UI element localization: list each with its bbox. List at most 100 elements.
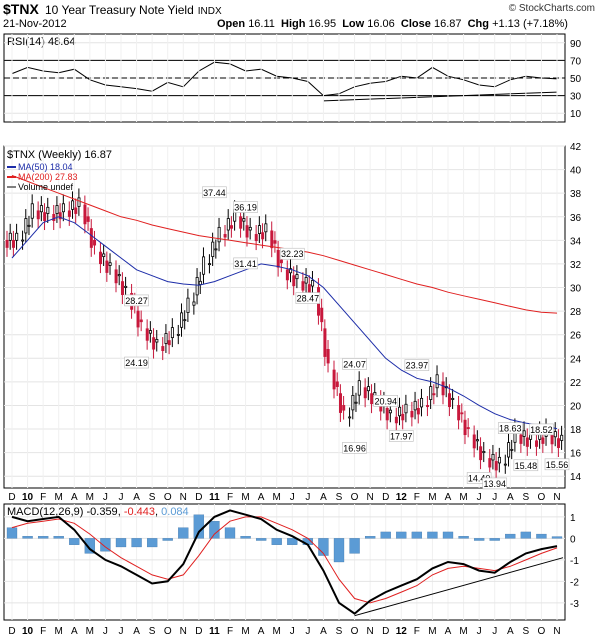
candle-body (304, 277, 308, 284)
price-tick-label: 36 (570, 213, 582, 224)
candle-body (183, 319, 187, 322)
price-annotation-box (202, 186, 227, 199)
candle-body (5, 239, 9, 248)
time-axis-label: A (258, 626, 265, 637)
candle-body (413, 400, 417, 411)
price-tick-label: 30 (570, 284, 582, 295)
time-axis-label: D (382, 492, 389, 503)
time-axis-label: A (507, 626, 514, 637)
candle-body (351, 395, 355, 411)
time-axis-label: F (40, 626, 46, 637)
candle-body (36, 210, 40, 220)
time-axis-label: M (428, 492, 436, 503)
price-annotation: 18.52 (530, 425, 553, 435)
time-axis-label: 12 (396, 492, 408, 503)
price-annotation: 14.40 (468, 473, 491, 483)
candle-body (270, 230, 274, 249)
candle-body (342, 405, 346, 411)
candle-body (451, 397, 455, 400)
rsi-tick-label: 30 (570, 92, 582, 103)
macd-histogram-bar (349, 538, 360, 554)
time-axis-label: S (523, 492, 530, 503)
brand-logo: © StockCharts.com (508, 3, 595, 14)
candle-body (52, 213, 56, 221)
price-annotation-box (295, 292, 321, 304)
candle-body (102, 253, 106, 257)
candle-body (229, 225, 233, 229)
candle-body (39, 205, 43, 213)
candle-body (370, 393, 374, 405)
candle-body (320, 307, 324, 323)
macd-histogram-bar (162, 538, 173, 541)
candle-body (535, 440, 539, 447)
panel-frame-2 (3, 145, 566, 489)
candle-body (401, 413, 405, 421)
candle-body (164, 333, 168, 344)
time-axis-label: J (477, 626, 482, 637)
candle-body (466, 427, 470, 429)
candle-body (416, 407, 420, 415)
price-annotation: 28.47 (297, 294, 320, 304)
time-axis-label: N (180, 492, 187, 503)
time-axis-label: J (305, 492, 310, 503)
macd-histogram-bar (473, 538, 485, 541)
candle-body (447, 393, 451, 408)
candle-body (264, 223, 268, 233)
time-axis-label: D (195, 626, 202, 637)
rsi-tick-label: 70 (570, 56, 582, 67)
candle-body (348, 416, 352, 419)
time-axis-label: S (149, 626, 156, 637)
candle-body (404, 403, 408, 414)
time-axis-label: F (227, 626, 233, 637)
candle-body (152, 337, 156, 350)
candle-body (326, 349, 330, 364)
candle-body (363, 387, 367, 399)
candle-body (522, 430, 526, 437)
time-axis-label: M (459, 492, 467, 503)
price-tick-label: 32 (570, 260, 582, 271)
time-axis-label: 10 (22, 626, 34, 637)
time-axis-label: A (71, 626, 78, 637)
macd-histogram-bar (271, 538, 282, 545)
macd-tick-label: -2 (570, 577, 579, 588)
rsi-title: RSI(14) 48.64 (7, 36, 75, 48)
time-axis-label: J (290, 492, 295, 503)
candle-body (136, 310, 140, 328)
price-annotation-box (497, 422, 523, 434)
time-axis-label: O (164, 492, 172, 503)
price-tick-label: 14 (570, 472, 582, 483)
candle-body (117, 274, 121, 277)
price-annotation-box (342, 358, 367, 370)
time-axis-label: A (507, 492, 514, 503)
price-tick-label: 34 (570, 236, 582, 247)
candle-body (198, 280, 202, 285)
time-axis-label: A (320, 492, 327, 503)
macd-histogram-bar (442, 531, 454, 539)
candle-body (398, 406, 402, 417)
ma50-line (11, 216, 558, 430)
price-tick-label: 16 (570, 449, 582, 460)
time-axis-label: O (351, 626, 359, 637)
candle-body (245, 225, 249, 238)
candle-body (276, 249, 280, 268)
candle-body (338, 393, 342, 413)
candle-body (43, 212, 47, 221)
candle-body (482, 451, 486, 454)
candle-body (285, 269, 289, 281)
macd-histogram-bar (427, 531, 438, 539)
macd-histogram-bar (255, 538, 267, 541)
candle-body (463, 419, 467, 436)
candle-body (426, 405, 430, 408)
macd-histogram-bar (224, 527, 236, 539)
macd-tick-label: 0 (570, 534, 576, 545)
macd-histogram-bar (193, 514, 205, 539)
candle-body (257, 225, 261, 234)
candle-body (202, 256, 206, 275)
candle-body (301, 281, 305, 291)
time-axis-label: M (273, 492, 281, 503)
candle-body (457, 405, 461, 421)
macd-histogram-bar (318, 538, 329, 556)
macd-histogram-bar (37, 536, 49, 539)
candle-body (55, 205, 59, 214)
price-annotation-box (482, 477, 508, 490)
